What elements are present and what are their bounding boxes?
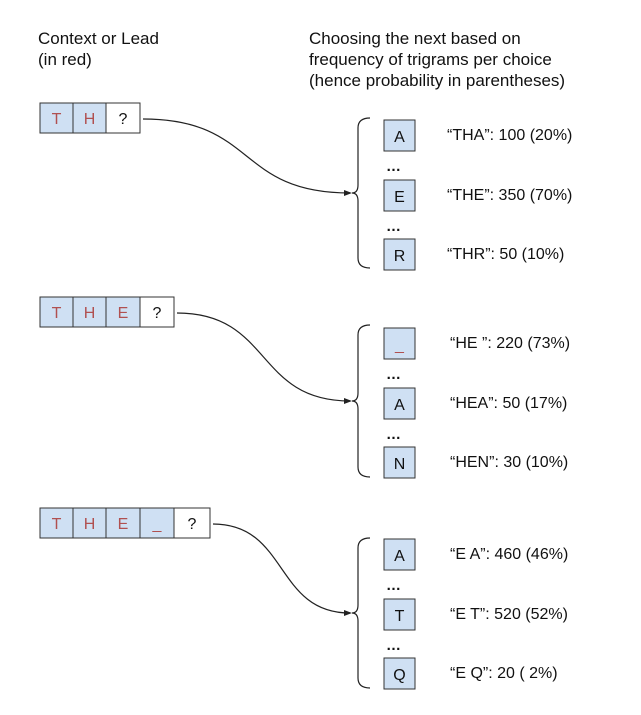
- trigram-group: T H E _ ? A “E A”: 460 (46%) … T “E T”: 520 (52%)…: [40, 508, 568, 689]
- choice-char: A: [394, 397, 405, 414]
- choice-frequency-label: “THA”: 100 (20%): [447, 127, 572, 144]
- connector-curve: [213, 524, 350, 613]
- choice-frequency-label: “HEA”: 50 (17%): [450, 395, 567, 412]
- connector-arrowhead: [344, 398, 352, 404]
- choice-bracket: [352, 325, 370, 477]
- connector-curve: [143, 119, 350, 193]
- choice-char: A: [394, 548, 405, 565]
- ellipsis: …: [386, 637, 401, 654]
- choice-frequency-label: “E Q”: 20 ( 2%): [450, 665, 558, 682]
- context-char: E: [118, 305, 129, 322]
- choice-frequency-label: “E T”: 520 (52%): [450, 606, 568, 623]
- context-char: T: [52, 305, 62, 322]
- trigram-group: T H ? A “THA”: 100 (20%) … E “THE”: 350 (70%) … R…: [40, 103, 572, 270]
- header-right-line: (hence probability in parentheses): [309, 71, 565, 90]
- ellipsis: …: [386, 158, 401, 175]
- choice-frequency-label: “HEN”: 30 (10%): [450, 454, 568, 471]
- context-char: E: [118, 516, 129, 533]
- header: Context or Lead (in red) Choosing the next…: [38, 29, 565, 90]
- ellipsis: …: [386, 366, 401, 383]
- choice-frequency-label: “THR”: 50 (10%): [447, 246, 564, 263]
- choice-bracket: [352, 118, 370, 268]
- context-char: T: [52, 111, 62, 128]
- connector-arrowhead: [344, 190, 352, 196]
- query-char: ?: [188, 516, 197, 533]
- connector-curve: [177, 313, 350, 401]
- context-char: _: [152, 516, 163, 533]
- connector-arrowhead: [344, 610, 352, 616]
- choice-frequency-label: “E A”: 460 (46%): [450, 546, 568, 563]
- ellipsis: …: [386, 218, 401, 235]
- trigram-group: T H E ? _ “HE ”: 220 (73%) … A “HEA”: 50 (17%) … N…: [40, 297, 570, 478]
- trigram-groups: T H ? A “THA”: 100 (20%) … E “THE”: 350 (70%) … R…: [40, 103, 572, 689]
- choice-char: N: [394, 456, 406, 473]
- header-right-line: Choosing the next based on: [309, 29, 521, 48]
- header-left-line: (in red): [38, 50, 92, 69]
- choice-char: A: [394, 129, 405, 146]
- query-char: ?: [153, 305, 162, 322]
- context-char: H: [84, 305, 96, 322]
- choice-char: T: [395, 608, 405, 625]
- header-left-line: Context or Lead: [38, 29, 159, 48]
- choice-char: E: [394, 189, 405, 206]
- choice-frequency-label: “HE ”: 220 (73%): [450, 335, 570, 352]
- query-char: ?: [119, 111, 128, 128]
- ellipsis: …: [386, 577, 401, 594]
- header-right-line: frequency of trigrams per choice: [309, 50, 552, 69]
- choice-char: R: [394, 248, 406, 265]
- context-char: T: [52, 516, 62, 533]
- choice-char: Q: [393, 667, 405, 684]
- choice-bracket: [352, 538, 370, 688]
- ellipsis: …: [386, 426, 401, 443]
- choice-char: _: [394, 337, 405, 354]
- context-char: H: [84, 111, 96, 128]
- context-char: H: [84, 516, 96, 533]
- choice-frequency-label: “THE”: 350 (70%): [447, 187, 572, 204]
